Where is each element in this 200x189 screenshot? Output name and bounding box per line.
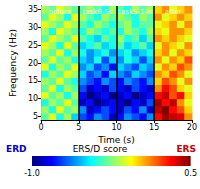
- svg-text:10: 10: [28, 94, 38, 103]
- svg-text:15: 15: [28, 76, 38, 85]
- svg-text:0: 0: [39, 123, 44, 132]
- svg-text:20: 20: [187, 123, 197, 132]
- svg-text:25: 25: [28, 41, 38, 50]
- svg-text:Time (s): Time (s): [97, 135, 135, 145]
- svg-text:before: before: [49, 8, 72, 16]
- svg-text:-1.0: -1.0: [24, 169, 40, 178]
- svg-text:ERS/D score: ERS/D score: [72, 143, 128, 154]
- svg-text:ERS: ERS: [176, 144, 196, 154]
- svg-text:5: 5: [33, 112, 38, 121]
- svg-text:15: 15: [149, 123, 159, 132]
- svg-text:35: 35: [28, 5, 38, 14]
- svg-text:task0-5s: task0-5s: [83, 8, 113, 16]
- svg-text:after: after: [165, 8, 182, 16]
- svg-text:5: 5: [76, 123, 81, 132]
- svg-text:30: 30: [28, 23, 38, 32]
- svg-text:Frequency (Hz): Frequency (Hz): [8, 29, 18, 97]
- svg-text:task5-10s: task5-10s: [118, 8, 153, 16]
- svg-text:20: 20: [28, 59, 38, 68]
- svg-text:10: 10: [111, 123, 121, 132]
- svg-text:ERD: ERD: [6, 144, 27, 154]
- svg-text:0.5: 0.5: [184, 169, 197, 178]
